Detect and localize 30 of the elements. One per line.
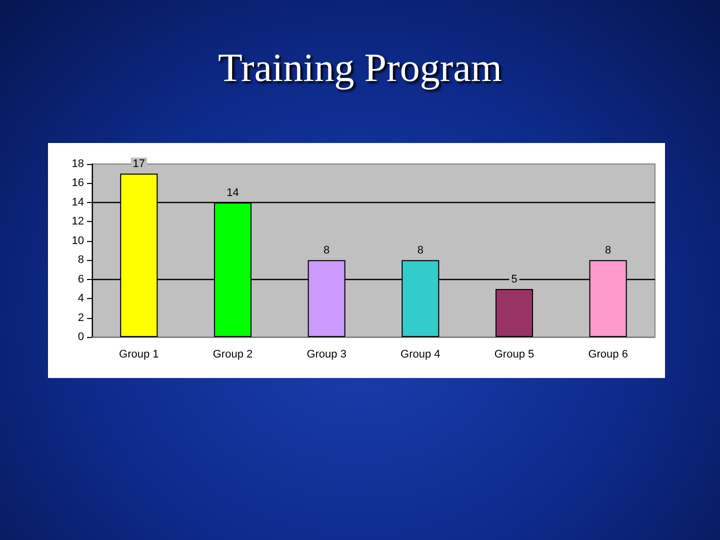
- y-tick-label: 16: [72, 177, 84, 190]
- x-tick-label: Group 4: [400, 348, 440, 360]
- x-tick-label: Group 1: [119, 348, 159, 360]
- data-label: 14: [226, 186, 239, 199]
- data-label: 8: [417, 244, 424, 257]
- y-tick-label: 14: [72, 196, 84, 208]
- x-tick-label: Group 2: [212, 348, 253, 360]
- bar: [214, 202, 252, 337]
- chart-title: Training Program: [216, 44, 504, 91]
- y-tick-label: 12: [72, 216, 84, 228]
- chart-panel: 0 2 4 6 8 10 12 14 16 18 Group 1 Group 2 Group 3 Group 4 Group 5 Group 6 17 14 8 8 5 8: [48, 143, 665, 378]
- data-label: 8: [605, 244, 612, 257]
- y-tick-label: 2: [78, 312, 84, 324]
- y-tick-label: 10: [72, 234, 84, 247]
- data-label: 5: [511, 273, 518, 286]
- y-tick-label: 0: [78, 331, 84, 343]
- x-tick-label: Group 3: [306, 348, 346, 360]
- x-tick-label: Group 5: [494, 348, 534, 360]
- data-label: 8: [324, 244, 330, 257]
- y-tick-label: 6: [78, 273, 84, 286]
- y-tick-label: 18: [72, 158, 84, 170]
- bar: [120, 174, 158, 337]
- bar: [308, 260, 346, 337]
- y-tick-label: 8: [78, 254, 84, 266]
- bar: [495, 288, 534, 337]
- x-tick-label: Group 6: [588, 348, 628, 360]
- bar: [402, 260, 440, 337]
- data-label: 17: [132, 158, 146, 170]
- bar: [589, 260, 627, 337]
- y-tick-label: 4: [78, 292, 84, 305]
